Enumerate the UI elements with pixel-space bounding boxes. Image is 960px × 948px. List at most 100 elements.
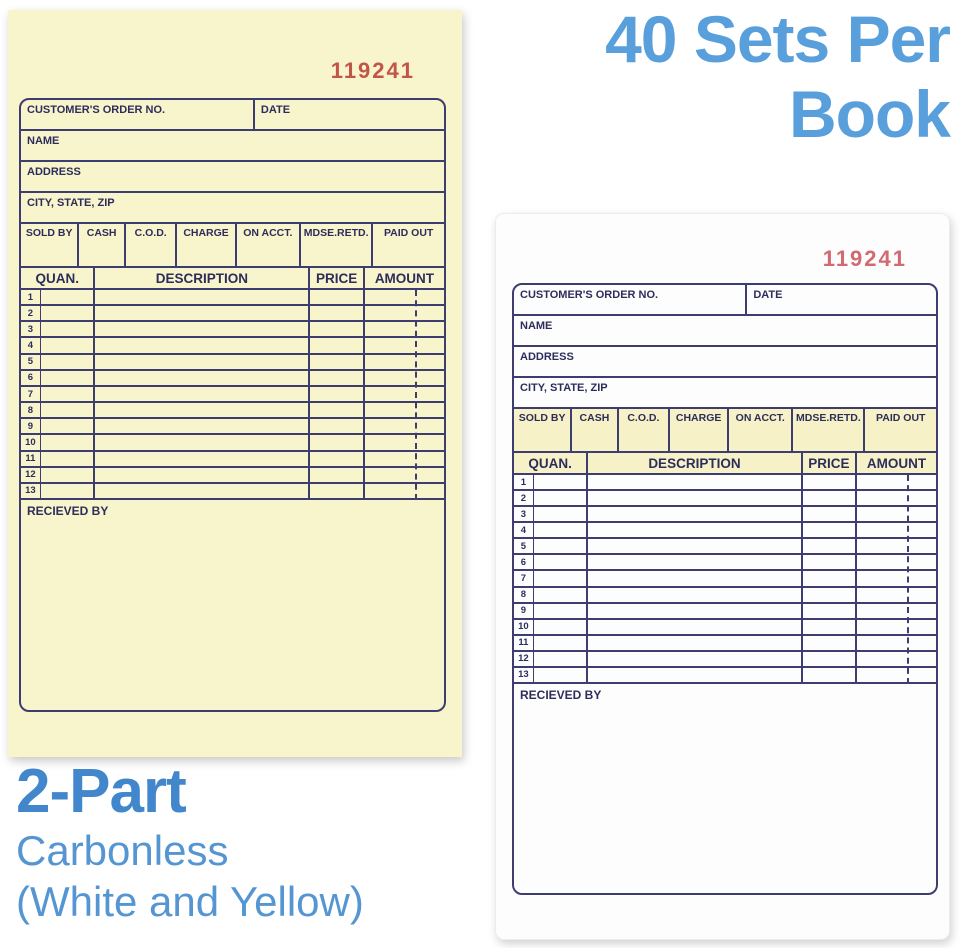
cod-cell: C.O.D. — [618, 409, 671, 451]
line-number: 11 — [514, 635, 534, 650]
customer-order-no-label: CUSTOMER'S ORDER NO. — [27, 104, 166, 116]
amount-cell — [365, 322, 444, 336]
price-header: PRICE — [310, 268, 365, 288]
order-form-table: CUSTOMER'S ORDER NO. DATE NAME ADDRESS C… — [19, 98, 446, 712]
amount-cell — [857, 571, 936, 585]
description-header: DESCRIPTION — [588, 453, 803, 473]
order-form-white-copy: 119241 CUSTOMER'S ORDER NO. DATE NAME AD… — [495, 213, 950, 940]
price-cell — [310, 322, 365, 337]
line-number: 1 — [514, 475, 534, 490]
customer-order-no-cell: CUSTOMER'S ORDER NO. — [21, 100, 255, 129]
description-cell — [95, 354, 311, 369]
on-acct-cell: ON ACCT. — [729, 409, 794, 451]
price-cell — [310, 419, 365, 434]
price-cell — [803, 587, 858, 602]
line-number: 4 — [514, 523, 534, 538]
order-line-row: 1 — [21, 290, 444, 307]
price-cell — [310, 290, 365, 305]
order-lines: 1 2 3 4 5 6 7 8 9 10 11 12 13 — [21, 290, 444, 501]
order-line-row: 2 — [21, 306, 444, 323]
paid-out-cell: PAID OUT — [865, 409, 936, 451]
quantity-cell — [534, 507, 589, 522]
line-number: 7 — [514, 571, 534, 586]
line-number: 12 — [21, 467, 41, 482]
price-cell — [803, 619, 858, 634]
amount-cell — [857, 555, 936, 569]
quantity-cell — [41, 451, 96, 466]
caption-2-part: 2-Part — [16, 757, 187, 826]
customer-order-no-label: CUSTOMER'S ORDER NO. — [520, 289, 659, 301]
description-cell — [95, 338, 311, 353]
amount-cell — [857, 588, 936, 602]
description-cell — [588, 539, 803, 554]
mdse-retd-cell: MDSE.RETD. — [301, 224, 374, 266]
price-cell — [803, 555, 858, 570]
line-number: 5 — [21, 354, 41, 369]
order-line-row: 10 — [21, 435, 444, 452]
amount-cell — [365, 387, 444, 401]
price-cell — [310, 451, 365, 466]
date-label: DATE — [260, 104, 291, 116]
amount-cell — [365, 355, 444, 369]
description-cell — [95, 322, 311, 337]
quantity-cell — [41, 419, 96, 434]
price-cell — [310, 338, 365, 353]
price-cell — [803, 475, 858, 490]
description-cell — [95, 483, 311, 499]
payment-method-row: SOLD BY CASH C.O.D. CHARGE ON ACCT. MDSE… — [21, 224, 444, 268]
quantity-cell — [534, 491, 589, 506]
quantity-cell — [534, 539, 589, 554]
city-state-zip-row: CITY, STATE, ZIP — [21, 193, 444, 224]
amount-cell — [365, 338, 444, 352]
price-cell — [803, 523, 858, 538]
amount-cell — [857, 636, 936, 650]
description-cell — [588, 491, 803, 506]
quantity-cell — [534, 603, 589, 618]
caption-white-and-yellow: (White and Yellow) — [16, 877, 364, 925]
order-line-row: 8 — [21, 403, 444, 420]
address-row: ADDRESS — [514, 347, 936, 378]
name-row: NAME — [21, 131, 444, 162]
quantity-cell — [41, 370, 96, 385]
description-cell — [95, 467, 311, 482]
line-number: 13 — [21, 483, 41, 499]
amount-cell — [365, 371, 444, 385]
order-line-row: 3 — [21, 322, 444, 339]
cod-cell: C.O.D. — [126, 224, 178, 266]
sets-per-book-headline: 40 Sets Per Book — [605, 2, 951, 152]
price-cell — [803, 635, 858, 650]
price-cell — [803, 507, 858, 522]
amount-cell — [365, 452, 444, 466]
description-cell — [588, 523, 803, 538]
order-no-date-row: CUSTOMER'S ORDER NO. DATE — [514, 285, 936, 316]
quantity-cell — [41, 403, 96, 418]
headline-line1: 40 Sets Per — [605, 2, 951, 76]
date-cell: DATE — [747, 285, 936, 314]
quantity-cell — [534, 635, 589, 650]
description-cell — [588, 603, 803, 618]
amount-cell — [365, 290, 444, 304]
quantity-cell — [534, 475, 589, 490]
sold-by-cell: SOLD BY — [21, 224, 80, 266]
paid-out-cell: PAID OUT — [383, 227, 434, 239]
line-number: 6 — [21, 370, 41, 385]
city-state-zip-row: CITY, STATE, ZIP — [514, 378, 936, 409]
line-number: 5 — [514, 539, 534, 554]
amount-cell — [857, 604, 936, 618]
order-line-row: 1 — [514, 475, 936, 492]
quantity-cell — [41, 483, 96, 499]
quantity-cell — [41, 435, 96, 450]
order-line-row: 5 — [514, 539, 936, 556]
line-number: 8 — [21, 403, 41, 418]
charge-cell: CHARGE — [177, 224, 237, 266]
address-label: ADDRESS — [520, 351, 574, 363]
charge-cell: CHARGE — [670, 409, 730, 451]
price-cell — [310, 370, 365, 385]
order-line-row: 4 — [514, 523, 936, 540]
quantity-cell — [41, 306, 96, 321]
price-header: PRICE — [802, 453, 858, 473]
name-label: NAME — [27, 135, 60, 147]
form-serial-number: 119241 — [330, 58, 415, 83]
amount-cell — [857, 652, 936, 666]
column-header-row: QUAN. DESCRIPTION PRICE AMOUNT — [514, 453, 936, 475]
